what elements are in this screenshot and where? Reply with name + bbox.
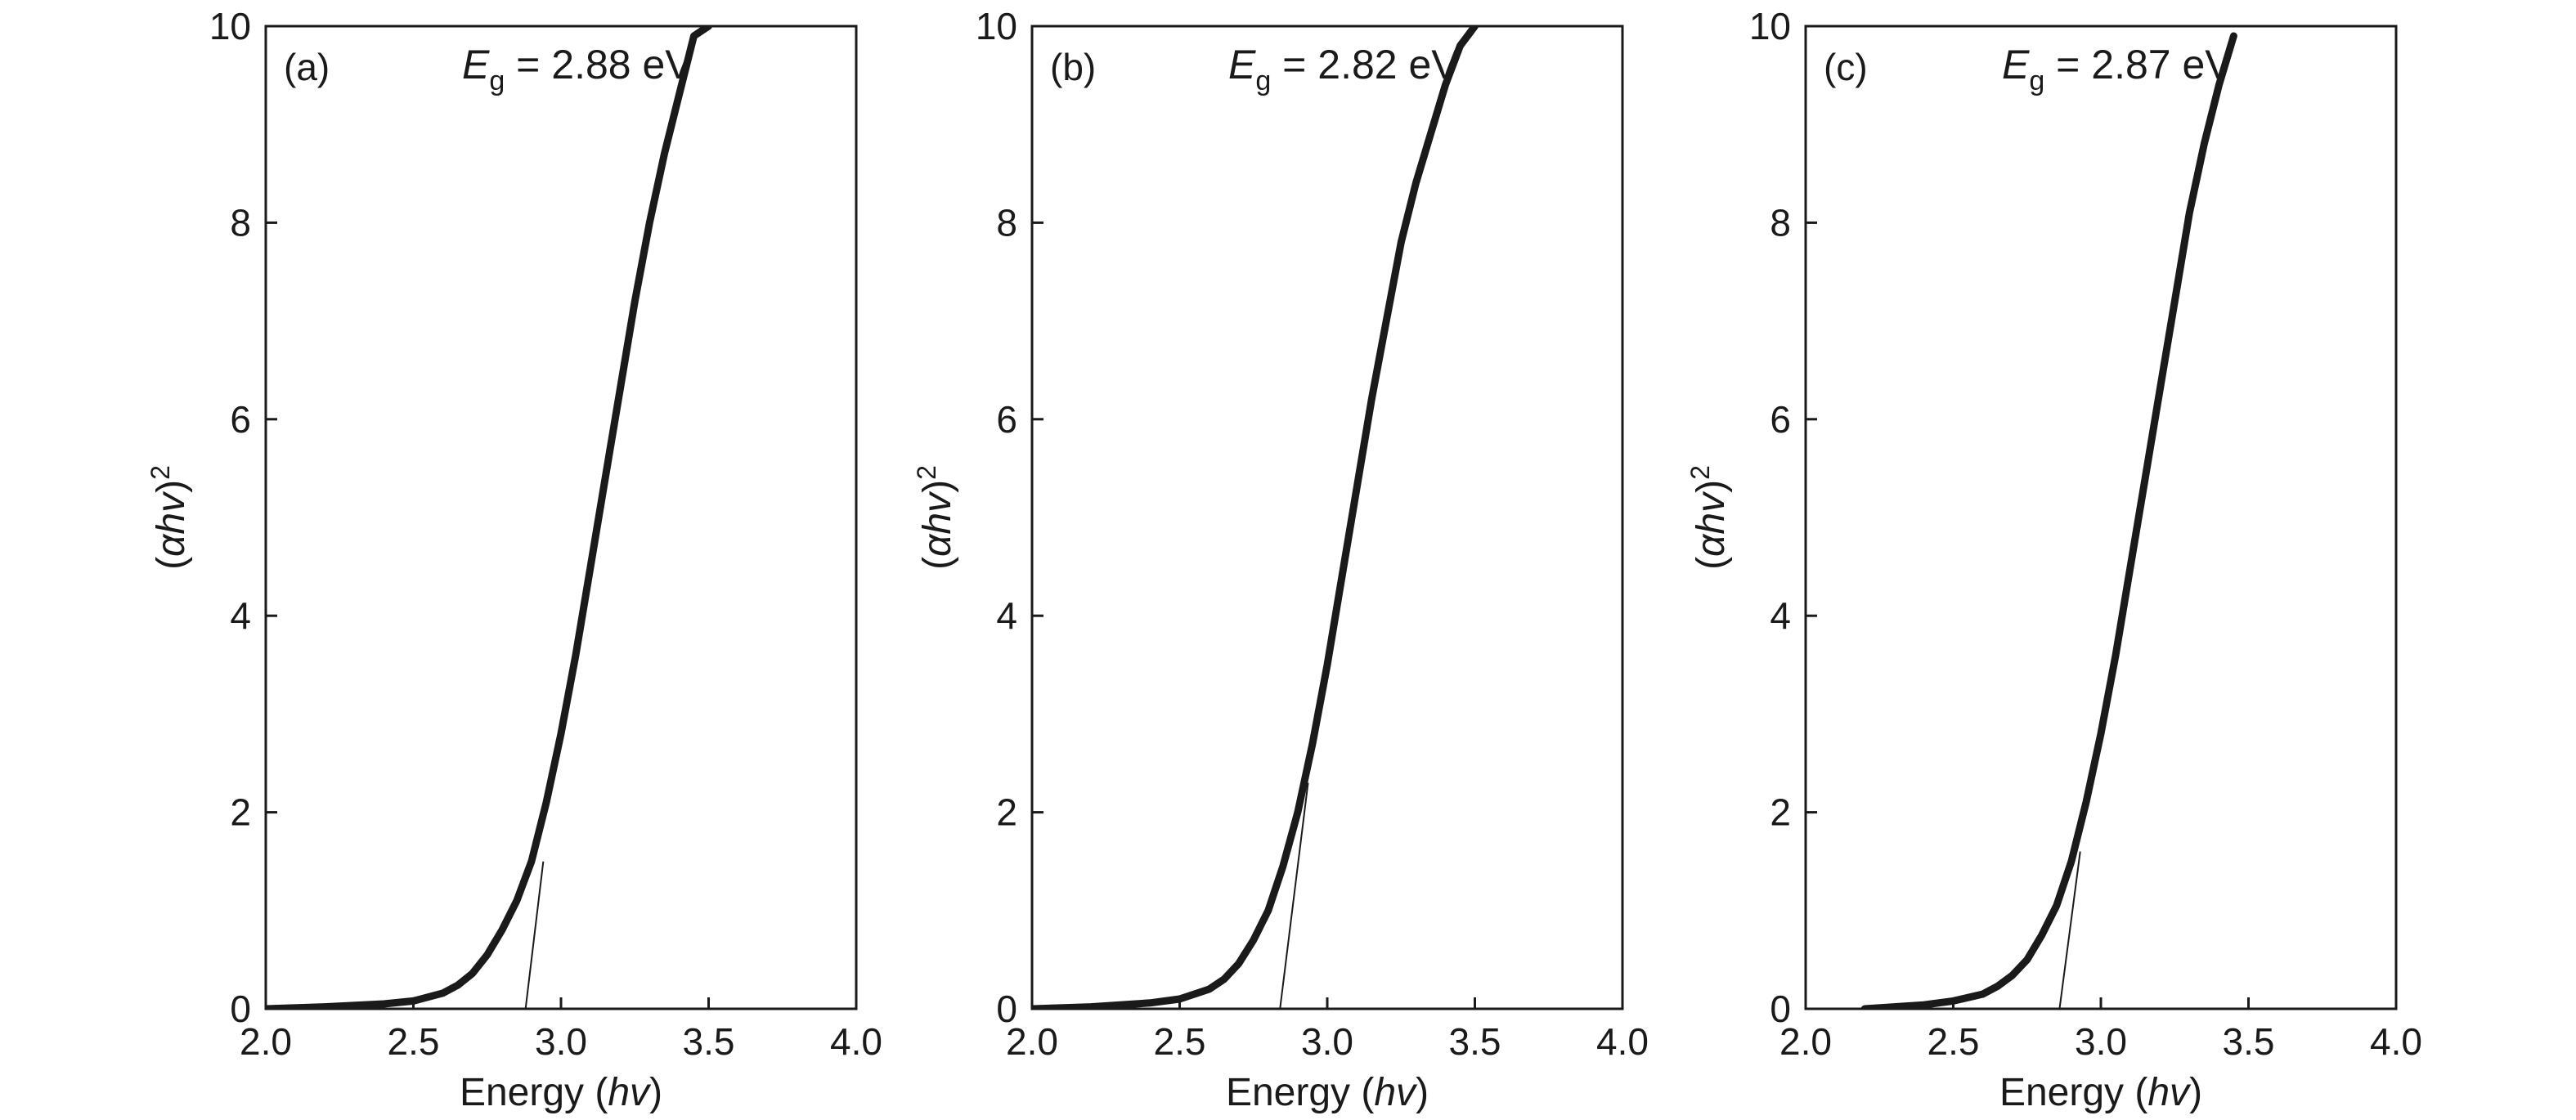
absorption-curve [1032, 26, 1479, 1009]
band-gap-annotation: Eg = 2.88 eV [462, 42, 693, 96]
y-tick-label: 8 [996, 201, 1017, 244]
y-tick-label: 0 [1770, 988, 1791, 1030]
panel-label: (b) [1050, 46, 1096, 88]
y-tick-label: 6 [996, 398, 1017, 441]
x-axis-label: Energy (hv) [460, 1071, 662, 1114]
x-tick-label: 4.0 [1596, 1020, 1649, 1063]
y-tick-label: 0 [230, 988, 251, 1030]
plot-frame [264, 25, 858, 1010]
chart-panel-3: 2.0 2.5 3.0 3.5 4.0 0 2 4 6 8 10 Energy (hv) (αhv)2 (… [1685, 5, 2422, 1114]
y-tick-label: 6 [1770, 398, 1791, 441]
x-tick-label: 3.0 [2075, 1020, 2127, 1063]
y-tick-label: 8 [1770, 201, 1791, 244]
y-tick-label: 10 [1749, 5, 1791, 47]
absorption-curve [1860, 32, 2237, 1009]
chart-panel-2: 2.0 2.5 3.0 3.5 4.0 0 2 4 6 8 10 Energy (hv) (αhv)2 (… [912, 5, 1649, 1114]
y-tick-label: 2 [996, 791, 1017, 834]
panel-label: (c) [1824, 46, 1868, 88]
y-tick-label: 4 [1770, 594, 1791, 637]
tangent-line [1279, 782, 1309, 1010]
x-axis-label: Energy (hv) [1999, 1071, 2202, 1114]
y-tick-label: 2 [1770, 791, 1791, 834]
y-tick-label: 2 [230, 791, 251, 834]
x-tick-label: 3.5 [683, 1020, 735, 1063]
x-tick-label: 4.0 [2370, 1020, 2422, 1063]
x-tick-label: 2.5 [388, 1020, 440, 1063]
x-tick-label: 3.0 [535, 1020, 587, 1063]
y-tick-label: 10 [976, 5, 1017, 47]
band-gap-annotation: Eg = 2.82 eV [1228, 42, 1459, 96]
y-tick-label: 4 [996, 594, 1017, 637]
x-axis-label: Energy (hv) [1226, 1071, 1429, 1114]
y-axis-label: (αhv)2 [1685, 465, 1733, 570]
x-tick-label: 3.5 [1449, 1020, 1501, 1063]
tangent-line [524, 861, 545, 1010]
panel-label: (a) [284, 46, 330, 88]
x-tick-label: 2.5 [1928, 1020, 1980, 1063]
x-tick-label: 2.0 [1779, 1020, 1832, 1063]
x-tick-label: 2.0 [240, 1020, 292, 1063]
x-tick-label: 3.0 [1301, 1020, 1353, 1063]
absorption-curve [266, 26, 712, 1009]
y-tick-label: 10 [209, 5, 251, 47]
tangent-line [2058, 851, 2081, 1010]
x-tick-label: 3.5 [2223, 1020, 2275, 1063]
band-gap-annotation: Eg = 2.87 eV [2002, 42, 2233, 96]
plot-frame [1804, 25, 2398, 1010]
x-tick-label: 4.0 [830, 1020, 882, 1063]
y-tick-label: 0 [996, 988, 1017, 1030]
y-tick-label: 4 [230, 594, 251, 637]
y-tick-label: 6 [230, 398, 251, 441]
y-axis-label: (αhv)2 [146, 465, 193, 570]
y-tick-label: 8 [230, 201, 251, 244]
chart-panel-1: 2.0 2.5 3.0 3.5 4.0 0 2 4 6 8 10 Energy (hv) (αhv)2 (… [146, 5, 882, 1114]
x-tick-label: 2.0 [1006, 1020, 1058, 1063]
x-tick-label: 2.5 [1154, 1020, 1206, 1063]
plot-frame [1030, 25, 1624, 1010]
y-axis-label: (αhv)2 [912, 465, 959, 570]
